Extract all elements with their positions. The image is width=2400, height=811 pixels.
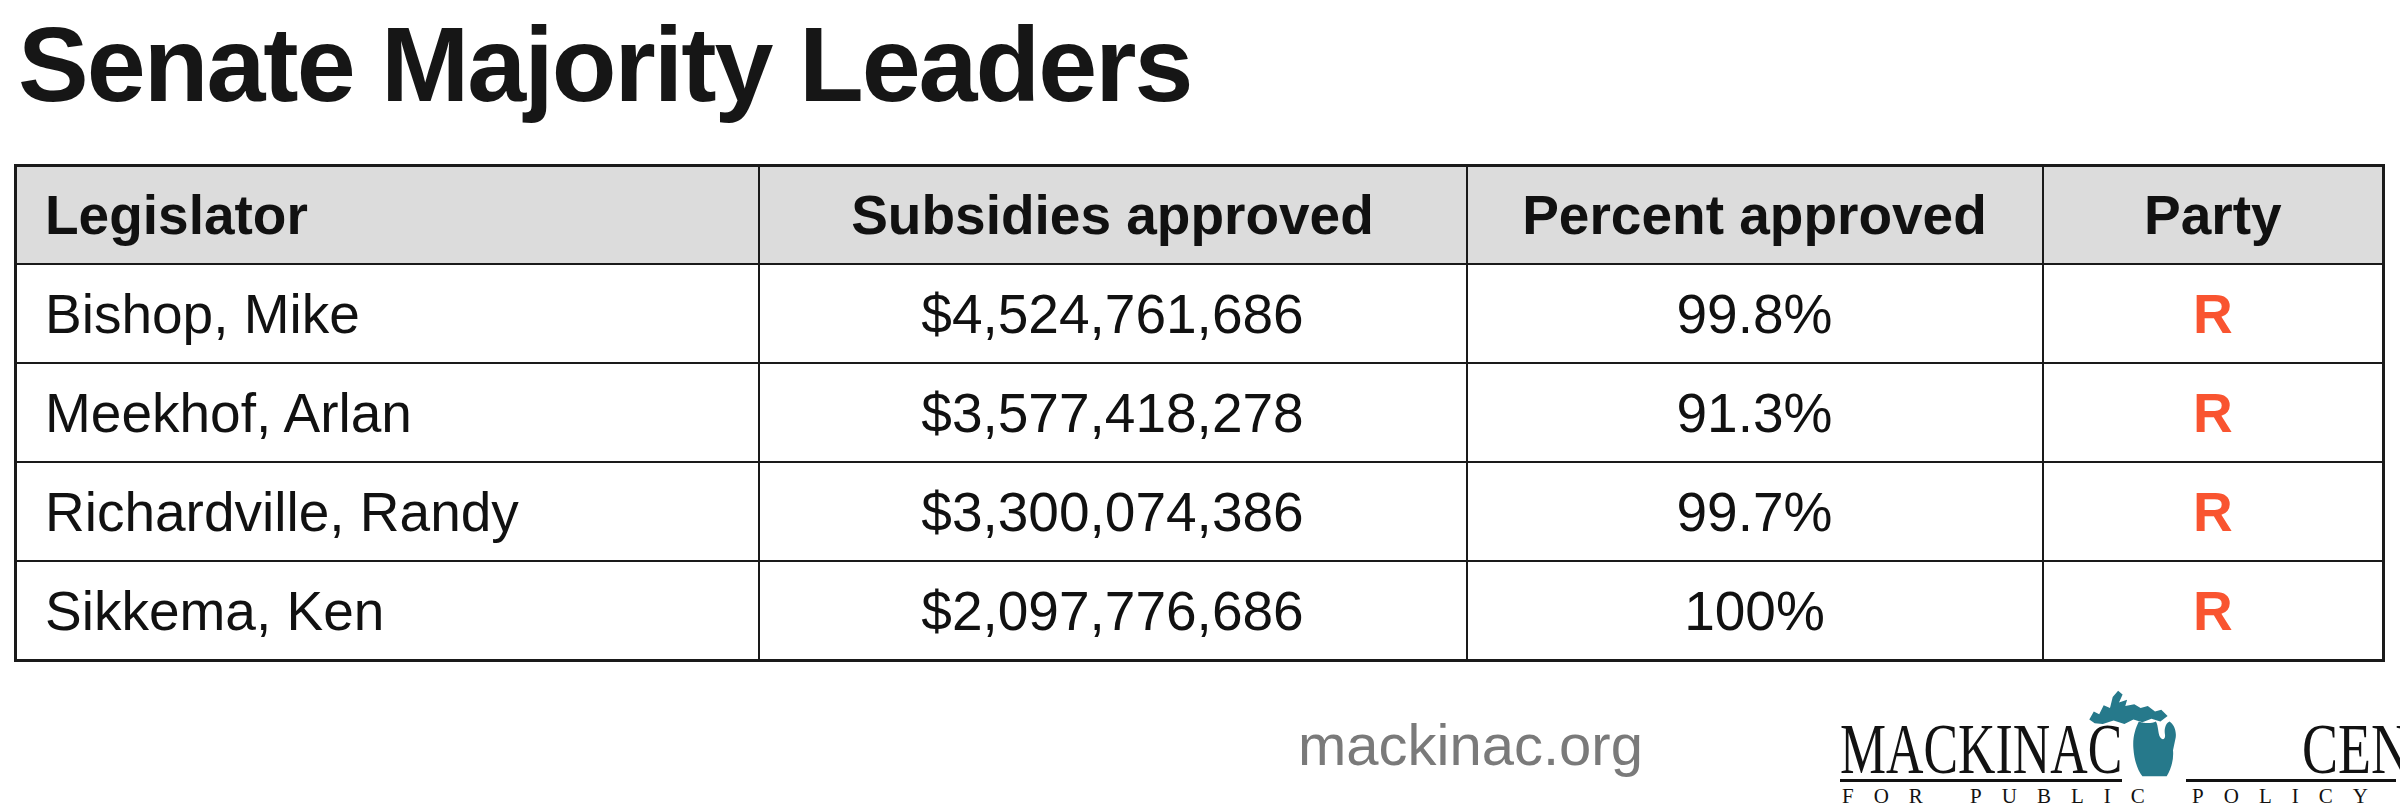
table-row: Bishop, Mike $4,524,761,686 99.8% R xyxy=(16,264,2384,363)
column-header-percent-approved: Percent approved xyxy=(1467,166,2043,265)
cell-percent: 99.7% xyxy=(1467,462,2043,561)
cell-subsidies: $3,577,418,278 xyxy=(759,363,1467,462)
logo-divider-right xyxy=(2186,779,2396,782)
infographic-canvas: Senate Majority Leaders Legislator Subsi… xyxy=(0,0,2400,811)
cell-party: R xyxy=(2043,363,2384,462)
michigan-lower-peninsula xyxy=(2133,721,2176,776)
column-header-subsidies-approved: Subsidies approved xyxy=(759,166,1467,265)
cell-subsidies: $3,300,074,386 xyxy=(759,462,1467,561)
table-row: Richardville, Randy $3,300,074,386 99.7%… xyxy=(16,462,2384,561)
table-header-row: Legislator Subsidies approved Percent ap… xyxy=(16,166,2384,265)
column-header-legislator: Legislator xyxy=(16,166,759,265)
table-row: Meekhof, Arlan $3,577,418,278 91.3% R xyxy=(16,363,2384,462)
logo-divider-left xyxy=(1840,779,2122,782)
cell-party: R xyxy=(2043,462,2384,561)
michigan-upper-peninsula xyxy=(2089,691,2167,724)
cell-legislator: Richardville, Randy xyxy=(16,462,759,561)
website-url: mackinac.org xyxy=(1298,716,1643,774)
column-header-party: Party xyxy=(2043,166,2384,265)
cell-legislator: Sikkema, Ken xyxy=(16,561,759,661)
cell-percent: 100% xyxy=(1467,561,2043,661)
logo-text-center: CENTER xyxy=(2302,713,2400,785)
cell-subsidies: $4,524,761,686 xyxy=(759,264,1467,363)
cell-legislator: Bishop, Mike xyxy=(16,264,759,363)
table-row: Sikkema, Ken $2,097,776,686 100% R xyxy=(16,561,2384,661)
legislators-subsidies-table: Legislator Subsidies approved Percent ap… xyxy=(14,164,2385,662)
cell-party: R xyxy=(2043,264,2384,363)
cell-percent: 91.3% xyxy=(1467,363,2043,462)
michigan-state-icon xyxy=(2085,680,2180,779)
logo-tagline: FOR PUBLIC POLICY xyxy=(1842,786,2388,807)
cell-legislator: Meekhof, Arlan xyxy=(16,363,759,462)
cell-percent: 99.8% xyxy=(1467,264,2043,363)
cell-party: R xyxy=(2043,561,2384,661)
cell-subsidies: $2,097,776,686 xyxy=(759,561,1467,661)
logo-text-mackinac: MACKINAC xyxy=(1840,713,2122,785)
page-title: Senate Majority Leaders xyxy=(18,6,1191,123)
mackinac-center-logo: MACKINAC CENTER FOR PUBLIC POLICY xyxy=(1840,676,2396,811)
